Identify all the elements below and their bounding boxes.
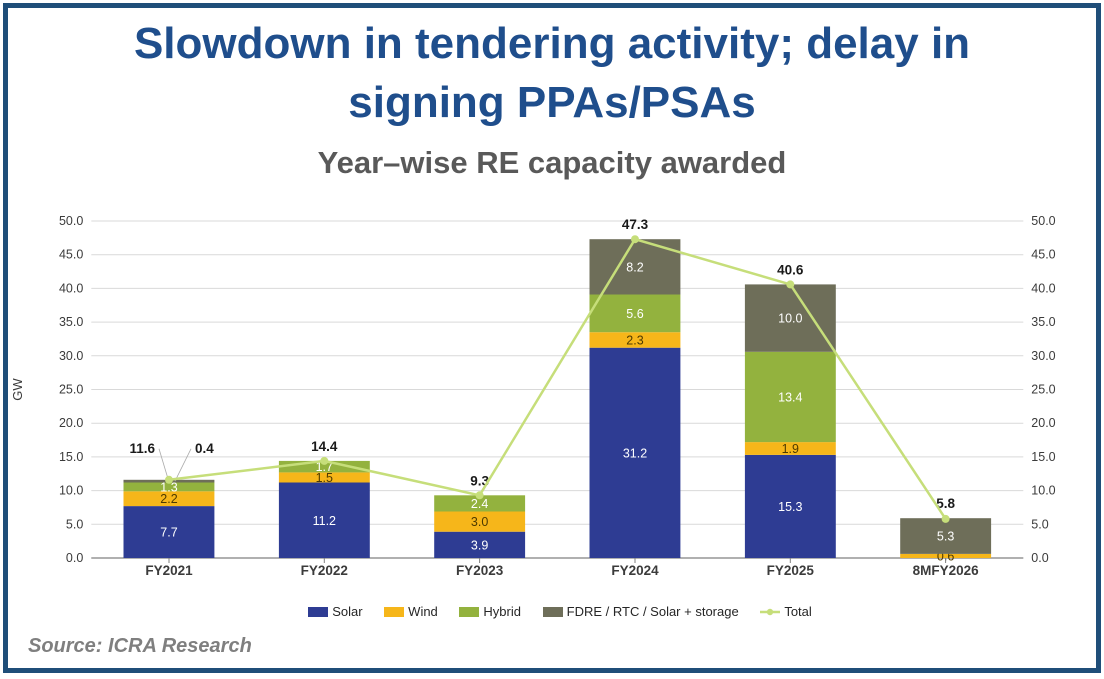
- svg-text:11.6: 11.6: [129, 441, 155, 456]
- svg-text:15.0: 15.0: [59, 450, 83, 464]
- svg-text:45.0: 45.0: [1031, 248, 1055, 262]
- svg-text:10.0: 10.0: [778, 312, 802, 326]
- svg-text:40.6: 40.6: [777, 262, 804, 277]
- svg-text:0.0: 0.0: [66, 551, 83, 565]
- svg-text:35.0: 35.0: [1031, 315, 1055, 329]
- svg-text:11.2: 11.2: [313, 514, 336, 528]
- svg-text:3.9: 3.9: [471, 538, 488, 552]
- svg-text:20.0: 20.0: [59, 416, 83, 430]
- svg-text:FY2025: FY2025: [767, 563, 815, 578]
- svg-text:45.0: 45.0: [59, 248, 83, 262]
- svg-text:50.0: 50.0: [59, 214, 83, 228]
- svg-text:FY2022: FY2022: [301, 563, 348, 578]
- svg-text:35.0: 35.0: [59, 315, 83, 329]
- svg-text:GW: GW: [10, 378, 25, 401]
- svg-text:5.3: 5.3: [937, 530, 954, 544]
- svg-text:50.0: 50.0: [1031, 214, 1055, 228]
- svg-text:1.9: 1.9: [782, 442, 799, 456]
- svg-text:7.7: 7.7: [160, 526, 177, 540]
- svg-text:40.0: 40.0: [59, 281, 83, 295]
- svg-text:2.3: 2.3: [626, 334, 643, 348]
- svg-text:14.4: 14.4: [311, 439, 338, 454]
- svg-text:10.0: 10.0: [59, 484, 83, 498]
- svg-text:8MFY2026: 8MFY2026: [913, 563, 980, 578]
- svg-text:5.6: 5.6: [626, 307, 643, 321]
- svg-text:3.0: 3.0: [471, 515, 488, 529]
- svg-text:15.0: 15.0: [1031, 450, 1055, 464]
- svg-text:25.0: 25.0: [59, 383, 83, 397]
- svg-text:31.2: 31.2: [623, 446, 647, 460]
- svg-text:20.0: 20.0: [1031, 416, 1055, 430]
- svg-text:0.0: 0.0: [1031, 551, 1048, 565]
- svg-text:FY2023: FY2023: [456, 563, 504, 578]
- svg-text:FY2024: FY2024: [611, 563, 659, 578]
- svg-text:13.4: 13.4: [778, 390, 802, 404]
- svg-text:8.2: 8.2: [626, 260, 643, 274]
- svg-text:5.0: 5.0: [1031, 517, 1048, 531]
- svg-text:0.4: 0.4: [195, 441, 214, 456]
- svg-text:40.0: 40.0: [1031, 281, 1055, 295]
- svg-text:30.0: 30.0: [1031, 349, 1055, 363]
- svg-text:15.3: 15.3: [778, 500, 802, 514]
- svg-text:10.0: 10.0: [1031, 484, 1055, 498]
- svg-text:5.0: 5.0: [66, 517, 83, 531]
- svg-text:47.3: 47.3: [622, 217, 649, 232]
- svg-text:25.0: 25.0: [1031, 383, 1055, 397]
- svg-text:30.0: 30.0: [59, 349, 83, 363]
- svg-text:FY2021: FY2021: [145, 563, 193, 578]
